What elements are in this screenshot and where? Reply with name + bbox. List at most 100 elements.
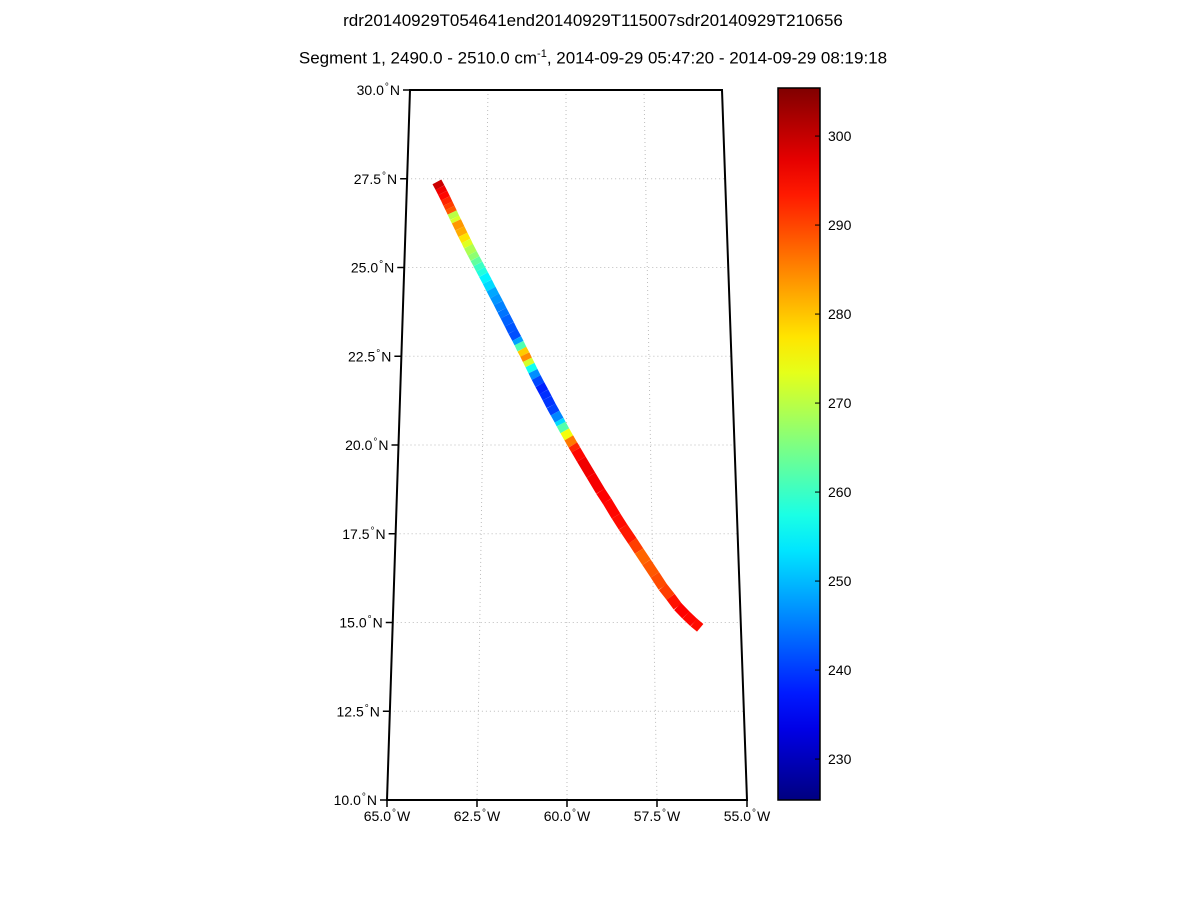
tick-value: 25.0 — [351, 260, 378, 276]
lat-tick-label: 22.5°N — [348, 348, 391, 364]
swath-segment — [556, 421, 570, 434]
colorbar-tick-label: 250 — [828, 573, 852, 589]
swath-segment — [682, 611, 698, 627]
hemisphere-letter: W — [667, 808, 681, 824]
swath-segment — [658, 583, 675, 600]
lon-tick-label: 62.5°W — [454, 808, 501, 824]
tick-value: 12.5 — [337, 703, 364, 719]
hemisphere-letter: N — [387, 171, 397, 187]
swath-segment — [568, 442, 581, 453]
swath-segment — [438, 190, 450, 201]
swath-segment — [455, 226, 468, 237]
degree-symbol: ° — [371, 526, 375, 537]
swath-segment — [440, 196, 453, 206]
tick-value: 27.5 — [354, 171, 381, 187]
tick-value: 15.0 — [339, 615, 366, 631]
swath-segment — [520, 352, 532, 363]
tick-value: 10.0 — [334, 792, 361, 808]
swath-segment — [500, 313, 514, 327]
swath-segment — [508, 328, 522, 341]
hemisphere-letter: N — [378, 437, 388, 453]
swath-segment — [596, 488, 612, 504]
hemisphere-letter: W — [757, 808, 771, 824]
swath-segment — [634, 548, 651, 565]
figure-title-line1: rdr20140929T054641end20140929T115007sdr2… — [343, 11, 843, 30]
hemisphere-letter: N — [381, 348, 391, 364]
swath-segment — [443, 201, 455, 211]
hemisphere-letter: W — [487, 808, 501, 824]
tick-value: 20.0 — [345, 437, 372, 453]
swath-segment — [554, 417, 566, 427]
tick-value: 55.0 — [724, 808, 751, 824]
swath-segment — [571, 447, 586, 462]
degree-symbol: ° — [365, 703, 369, 714]
swath-segment — [514, 340, 527, 352]
tick-value: 57.5 — [634, 808, 661, 824]
swath-segment — [517, 346, 530, 357]
swath-segment — [611, 513, 628, 530]
tick-value: 62.5 — [454, 808, 481, 824]
degree-symbol: ° — [376, 348, 380, 359]
swath-segment — [550, 410, 564, 423]
swath-segment — [522, 357, 535, 368]
swath-segment — [497, 307, 510, 319]
swath-segment — [586, 472, 605, 494]
hemisphere-letter: W — [397, 808, 411, 824]
colorbar-tick-label: 240 — [828, 662, 852, 678]
tick-value: 65.0 — [364, 808, 391, 824]
degree-symbol: ° — [482, 808, 486, 819]
swath-segment — [490, 293, 503, 306]
degree-symbol: ° — [373, 437, 377, 448]
swath-segment — [445, 205, 457, 215]
lat-tick-label: 10.0°N — [334, 792, 377, 808]
tick-value: 60.0 — [544, 808, 571, 824]
wavenumber-superscript: -1 — [537, 48, 547, 60]
degree-symbol: ° — [368, 615, 372, 626]
lon-tick-label: 65.0°W — [364, 808, 411, 824]
figure-title-line2: Segment 1, 2490.0 - 2510.0 cm-1, 2014-09… — [0, 48, 1186, 69]
swath-segment — [479, 272, 492, 285]
swath-segment — [535, 382, 549, 395]
tick-value: 22.5 — [348, 348, 375, 364]
swath-segment — [560, 428, 574, 441]
satellite-swath — [432, 179, 704, 632]
swath-segment — [486, 286, 500, 299]
swath-segment — [542, 395, 556, 409]
lat-tick-label: 20.0°N — [345, 437, 388, 453]
lat-tick-label: 30.0°N — [357, 82, 400, 98]
lon-tick-label: 55.0°W — [724, 808, 771, 824]
swath-segment — [432, 179, 445, 190]
swath-segment — [450, 215, 461, 224]
hemisphere-letter: N — [376, 526, 386, 542]
swath-segment — [531, 375, 545, 388]
lat-tick-label: 17.5°N — [342, 526, 385, 542]
axis-labels: 30.0°N27.5°N25.0°N22.5°N20.0°N17.5°N15.0… — [334, 82, 771, 824]
swath-segment — [564, 435, 578, 448]
swath-segment — [504, 322, 518, 334]
swath-segment — [493, 300, 507, 313]
swath-segment — [642, 559, 660, 578]
hemisphere-letter: W — [577, 808, 591, 824]
swath-segment — [546, 403, 560, 416]
lat-tick-label: 27.5°N — [354, 171, 397, 187]
swath-segment — [467, 250, 480, 261]
degree-symbol: ° — [662, 808, 666, 819]
swath-segment — [618, 524, 637, 544]
swath-segment — [539, 389, 552, 401]
swath-segment — [458, 232, 471, 244]
colorbar — [777, 87, 821, 801]
title-dates-text: , 2014-09-29 05:47:20 - 2014-09-29 08:19… — [546, 48, 888, 68]
degree-symbol: ° — [392, 808, 396, 819]
swath-segment — [461, 238, 474, 249]
hemisphere-letter: N — [390, 82, 400, 98]
hemisphere-letter: N — [384, 260, 394, 276]
swath-segment — [476, 266, 488, 277]
hemisphere-letter: N — [373, 615, 383, 631]
swath-segment — [666, 593, 682, 610]
colorbar-tick-label: 280 — [828, 306, 852, 322]
degree-symbol: ° — [385, 82, 389, 93]
swath-segment — [447, 210, 460, 220]
map-graticule — [389, 89, 744, 801]
